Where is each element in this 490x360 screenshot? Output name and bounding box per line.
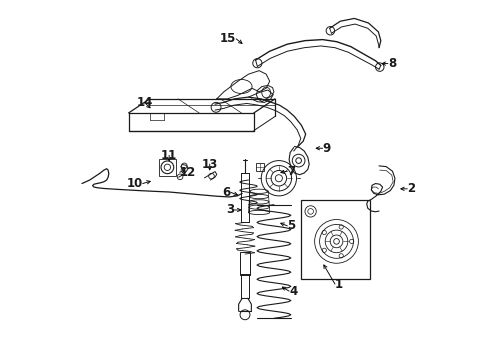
Text: 11: 11 (161, 149, 177, 162)
Text: 9: 9 (322, 142, 331, 155)
Bar (159, 159, 176, 176)
Text: 2: 2 (407, 182, 416, 195)
Text: 12: 12 (180, 166, 196, 179)
Text: 14: 14 (136, 96, 153, 109)
Bar (256, 163, 264, 171)
Text: 10: 10 (126, 177, 143, 190)
Text: 4: 4 (289, 285, 297, 298)
Text: 6: 6 (222, 186, 231, 199)
Text: 1: 1 (335, 278, 343, 291)
Text: 5: 5 (287, 219, 295, 232)
Bar (241, 274, 249, 298)
Text: 3: 3 (226, 203, 234, 216)
Text: 13: 13 (201, 158, 218, 171)
Text: 7: 7 (287, 165, 295, 178)
Text: 8: 8 (388, 57, 396, 70)
Text: 15: 15 (220, 32, 236, 45)
Bar (301, 200, 369, 279)
Bar (240, 252, 250, 275)
